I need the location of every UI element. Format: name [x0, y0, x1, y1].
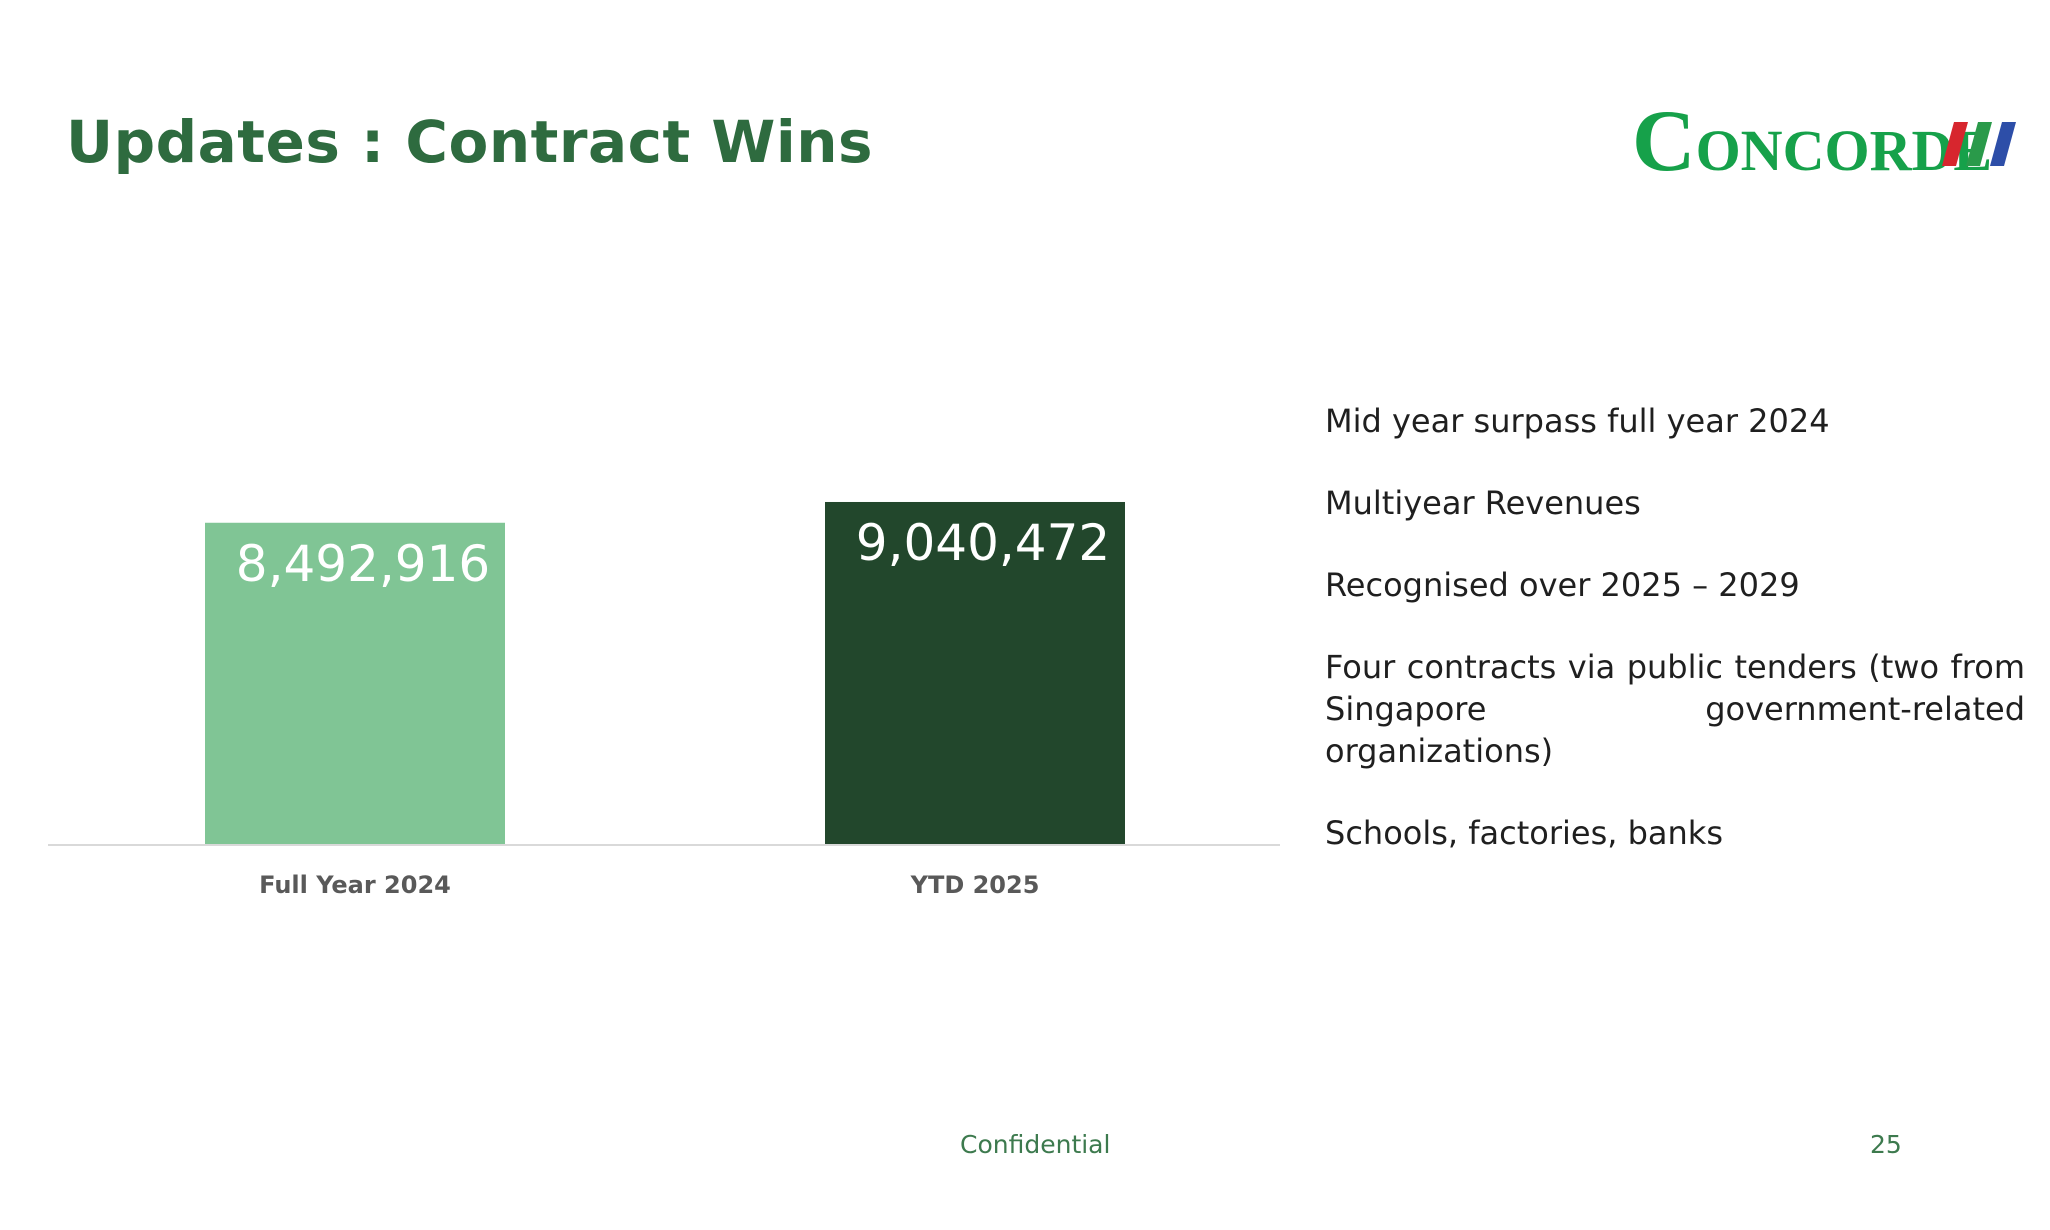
logo-stripes-icon [1942, 122, 2016, 166]
bar-chart: 8,492,916 9,040,472 Full Year 2024 YTD 202… [48, 501, 1280, 899]
bullet-item: Recognised over 2025 – 2029 [1325, 566, 1800, 604]
concorde-logo: CONCORDE [1632, 96, 2016, 184]
bullet-item: Multiyear Revenues [1325, 484, 1641, 522]
data-label: 9,040,472 [856, 514, 1110, 572]
bar [205, 522, 505, 845]
bullet-list: Mid year surpass full year 2024 Multiyear… [1325, 400, 2025, 894]
x-tick-label: Full Year 2024 [259, 871, 451, 899]
logo-stripe [1966, 122, 1992, 166]
page-number: 25 [1870, 1130, 1902, 1159]
x-tick-label: YTD 2025 [910, 871, 1040, 899]
svg-text:CONCORDE: CONCORDE [1632, 96, 1992, 184]
data-label: 8,492,916 [236, 535, 490, 593]
footer-confidential: Confidential [960, 1130, 1111, 1159]
bullet-item: Mid year surpass full year 2024 [1325, 402, 1830, 440]
slide-title: Updates : Contract Wins [66, 108, 874, 176]
logo-rest: ONCORDE [1696, 118, 1992, 183]
bullet-item: Schools, factories, banks [1325, 814, 1723, 852]
bar [825, 501, 1125, 845]
logo-stripe [1942, 122, 1968, 166]
bullet-item: Four contracts via public tenders (two f… [1325, 648, 2025, 770]
logo-initial: C [1632, 96, 1696, 184]
logo-stripe [1990, 122, 2016, 166]
